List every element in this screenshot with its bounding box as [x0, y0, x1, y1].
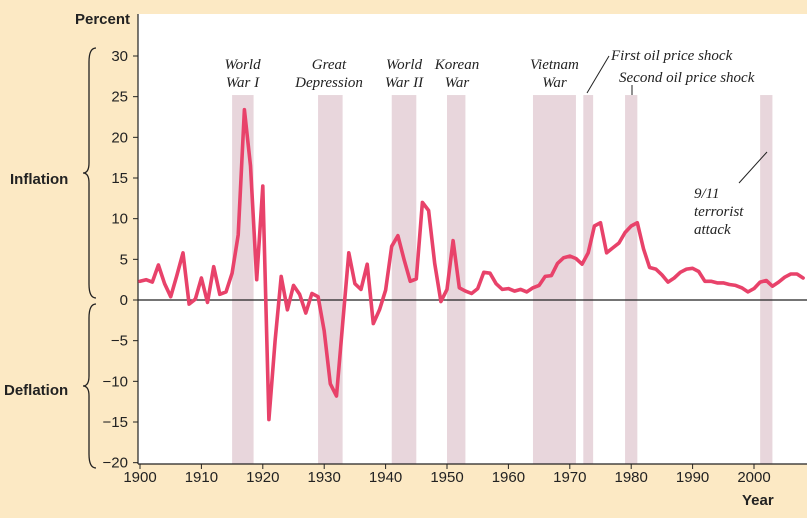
period-label-0: World [224, 57, 261, 73]
deflation-brace [82, 303, 97, 469]
shaded-band-6 [625, 95, 638, 464]
x-tick-label: 1900 [123, 469, 156, 486]
x-tick-label: 1940 [369, 469, 402, 486]
series-line-0 [138, 107, 805, 422]
y-tick-label: −20 [103, 455, 128, 472]
shaded-band-4 [532, 95, 576, 464]
x-tick-label: 1910 [185, 469, 218, 486]
period-label-7: 9/11 [694, 186, 720, 202]
y-tick-label: 5 [120, 251, 128, 268]
shaded-band-5 [583, 95, 594, 464]
shaded-band-3 [447, 95, 466, 464]
brace-group: Inflation Deflation [4, 47, 97, 469]
period-label-2: War II [385, 75, 424, 91]
y-tick-label: −10 [103, 373, 128, 390]
shaded-band-1 [318, 95, 343, 464]
period-label-7: attack [694, 222, 731, 238]
x-tick-label: 1960 [492, 469, 525, 486]
series-layer [138, 107, 805, 422]
x-tick-label: 1970 [553, 469, 586, 486]
x-tick-label: 1980 [615, 469, 648, 486]
y-tick-label: 0 [120, 292, 128, 309]
period-label-5: First oil price shock [610, 48, 733, 64]
y-tick-label: 25 [111, 89, 128, 106]
period-label-2: World [386, 57, 423, 73]
period-label-7: terrorist [694, 204, 744, 220]
x-tick-label: 1990 [676, 469, 709, 486]
x-tick-label: 2000 [737, 469, 770, 486]
x-axis-title: Year [742, 492, 774, 509]
y-tick-label: 10 [111, 211, 128, 228]
x-tick-label: 1920 [246, 469, 279, 486]
period-label-1: Great [312, 57, 347, 73]
period-label-6: Second oil price shock [619, 70, 755, 86]
y-tick-label: 15 [111, 170, 128, 187]
inflation-brace [82, 47, 97, 299]
y-tick-label: −15 [103, 414, 128, 431]
inflation-label: Inflation [10, 171, 68, 188]
period-label-3: War [445, 75, 470, 91]
period-label-1: Depression [294, 75, 363, 91]
deflation-label: Deflation [4, 382, 68, 399]
x-tick-label: 1930 [308, 469, 341, 486]
x-tick-label: 1950 [430, 469, 463, 486]
period-label-4: War [542, 75, 567, 91]
annotations: World War I Great Depression World War II Kore… [224, 48, 768, 238]
y-tick-label: 30 [111, 48, 128, 65]
y-tick-label: −5 [111, 333, 128, 350]
y-axis-title: Percent [75, 11, 130, 28]
leader-line-5 [586, 55, 610, 94]
period-label-0: War I [226, 75, 260, 91]
leader-line-7 [738, 151, 768, 184]
period-label-3: Korean [434, 57, 479, 73]
period-label-4: Vietnam [530, 57, 579, 73]
shaded-band-0 [232, 95, 254, 464]
y-tick-label: 20 [111, 129, 128, 146]
